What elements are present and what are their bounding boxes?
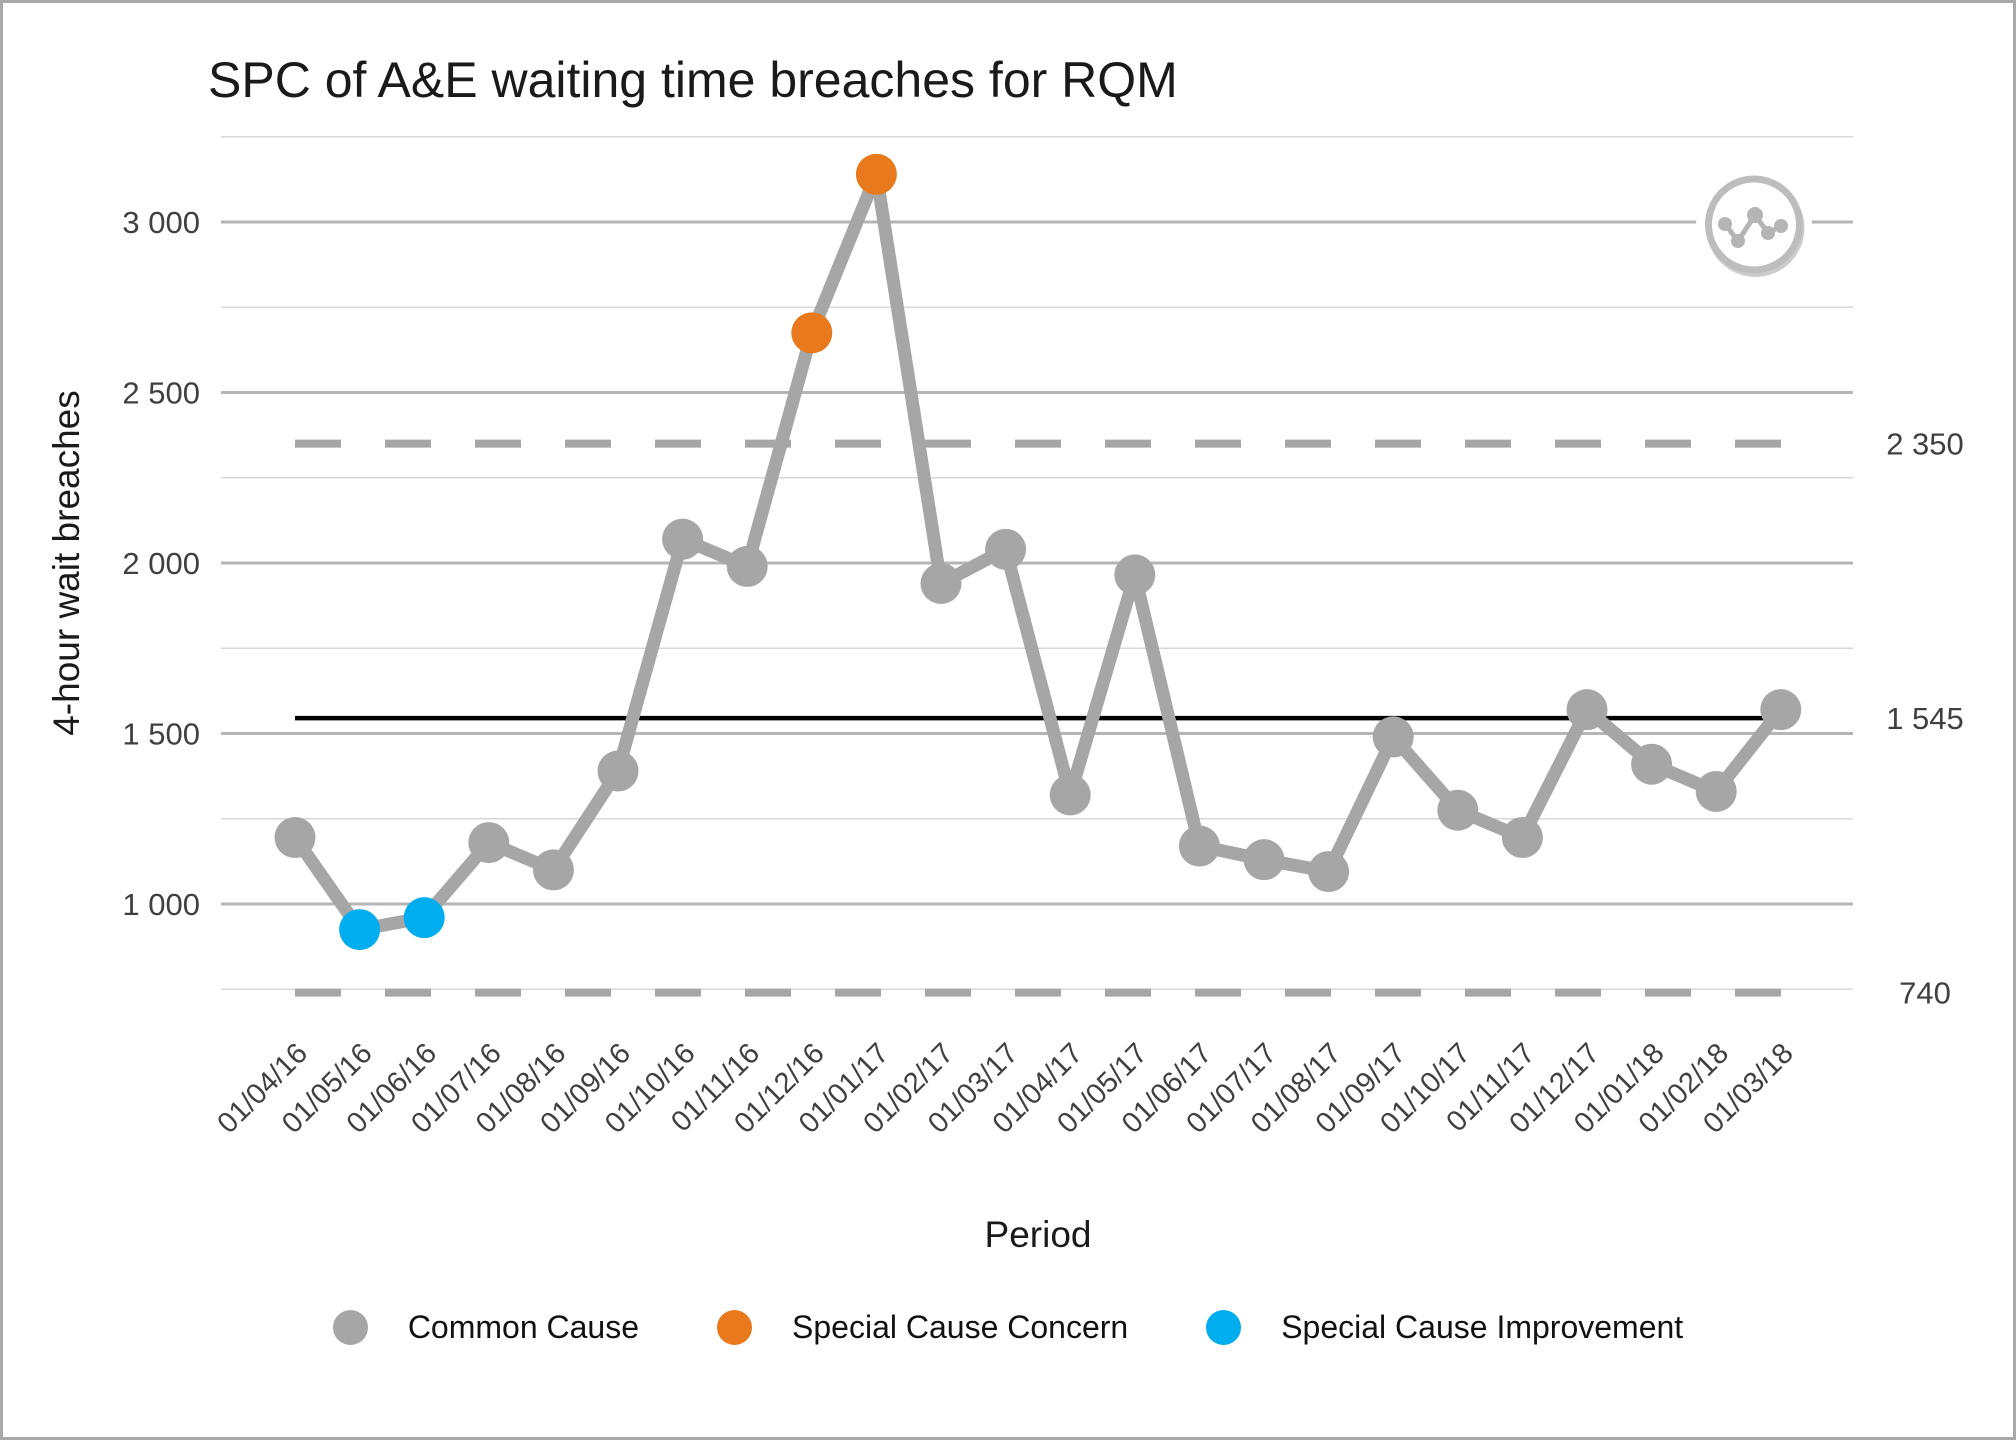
legend-dot-improvement-icon xyxy=(1206,1310,1242,1345)
legend-dot-concern-icon xyxy=(717,1310,753,1345)
legend-label-concern: Special Cause Concern xyxy=(792,1309,1129,1345)
chart-title: SPC of A&E waiting time breaches for RQM xyxy=(208,52,1178,108)
legend-label-common: Common Cause xyxy=(407,1309,640,1345)
data-point-01-04-17 xyxy=(1049,774,1091,816)
data-point-01-02-18 xyxy=(1695,770,1737,812)
data-point-01-06-16 xyxy=(403,897,445,939)
y-tick-label-1000: 1 000 xyxy=(122,887,200,922)
lower-control-limit-label: 740 xyxy=(1899,976,1951,1011)
data-point-01-07-16 xyxy=(468,822,510,864)
series-line xyxy=(288,167,1788,937)
data-point-01-01-18 xyxy=(1631,743,1673,785)
data-point-01-12-17 xyxy=(1566,689,1608,731)
data-point-01-09-16 xyxy=(597,750,639,792)
data-point-01-05-17 xyxy=(1114,554,1156,596)
x-axis-title: Period xyxy=(984,1214,1092,1255)
legend-label-improvement: Special Cause Improvement xyxy=(1281,1309,1684,1345)
legend-dot-common-icon xyxy=(332,1310,368,1345)
y-tick-label-2500: 2 500 xyxy=(122,376,200,411)
data-point-01-10-16 xyxy=(662,518,704,560)
data-point-01-04-16 xyxy=(274,817,316,859)
data-point-01-07-17 xyxy=(1243,839,1285,881)
y-tick-label-2000: 2 000 xyxy=(122,546,200,581)
data-point-01-08-16 xyxy=(532,849,574,891)
data-point-01-06-17 xyxy=(1178,825,1220,867)
data-point-01-03-17 xyxy=(985,528,1027,570)
y-tick-label-1500: 1 500 xyxy=(122,717,200,752)
mean-line-label: 1 545 xyxy=(1886,701,1964,736)
legend-item-concern: Special Cause Concern xyxy=(717,1309,1128,1346)
legend: Common Cause Special Cause Concern Special… xyxy=(3,1309,2013,1346)
data-point-01-08-17 xyxy=(1308,851,1350,893)
data-point-01-11-16 xyxy=(726,545,768,587)
data-point-01-10-17 xyxy=(1437,789,1479,831)
data-point-01-09-17 xyxy=(1372,716,1414,758)
legend-item-improvement: Special Cause Improvement xyxy=(1206,1309,1683,1346)
data-point-01-02-17 xyxy=(920,562,962,604)
data-point-01-05-16 xyxy=(339,909,381,951)
line-variation-icon xyxy=(1696,167,1812,283)
legend-item-common: Common Cause xyxy=(332,1309,640,1346)
data-point-01-12-16 xyxy=(791,312,833,354)
data-point-01-01-17 xyxy=(855,153,897,195)
y-tick-label-3000: 3 000 xyxy=(122,205,200,240)
data-point-01-03-18 xyxy=(1760,689,1802,731)
upper-control-limit-label: 2 350 xyxy=(1886,427,1964,462)
data-point-01-11-17 xyxy=(1501,817,1543,859)
